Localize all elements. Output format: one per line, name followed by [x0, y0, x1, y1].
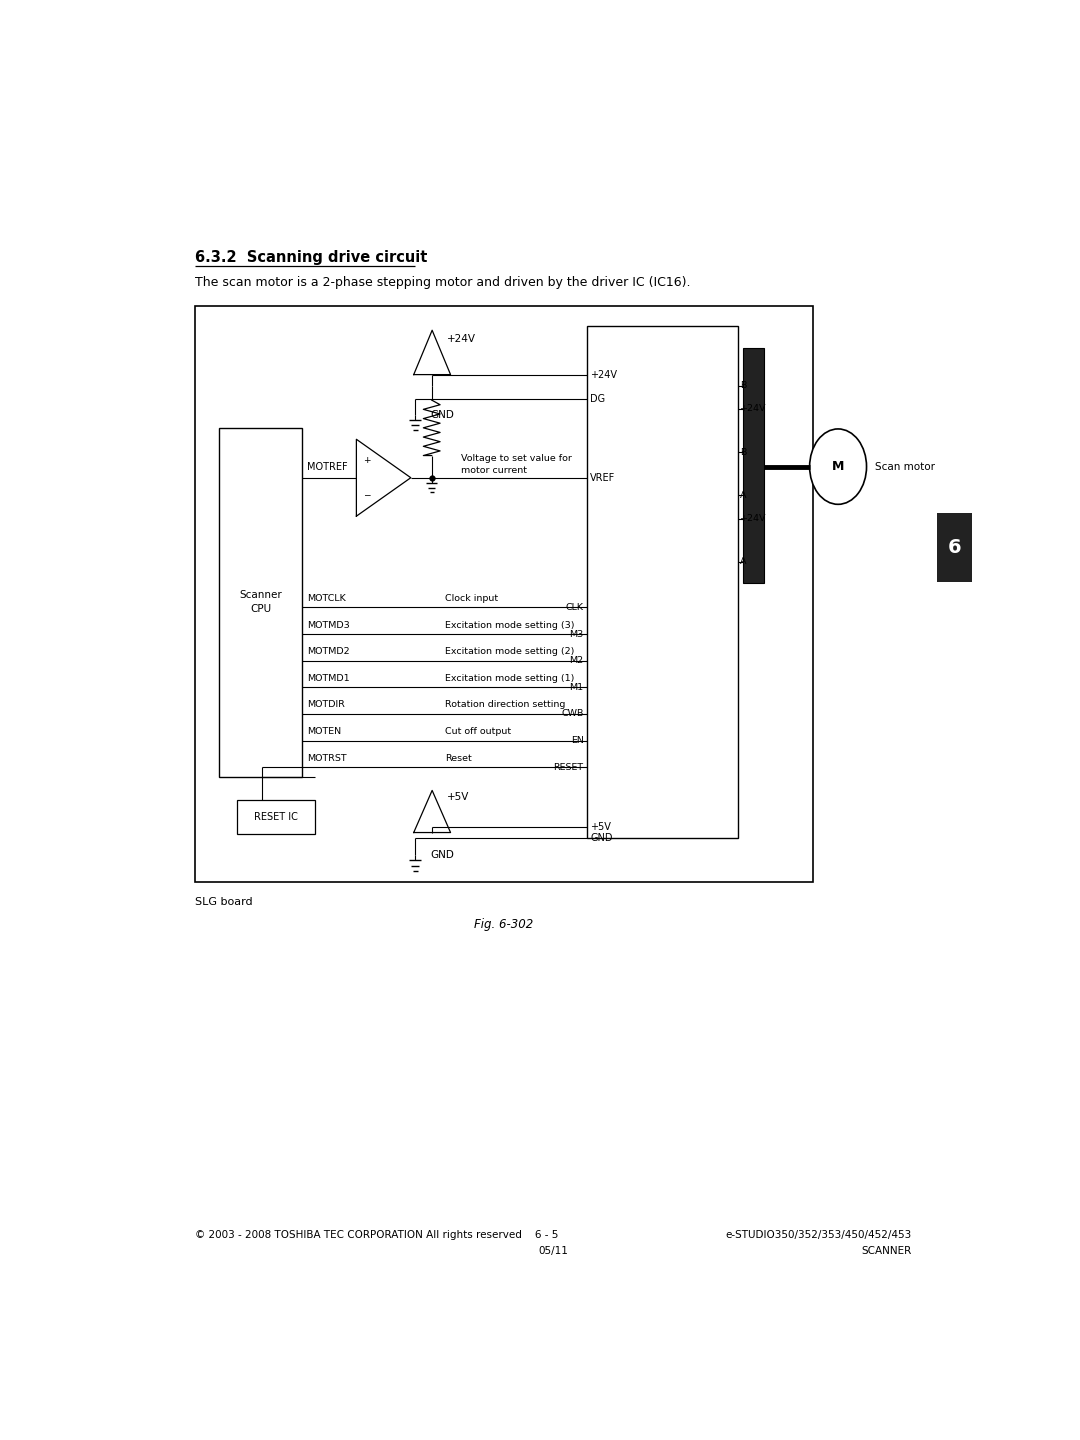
- Text: MOTRST: MOTRST: [308, 753, 347, 763]
- Text: GND: GND: [431, 850, 455, 860]
- Text: CLK: CLK: [566, 603, 583, 612]
- Text: M: M: [832, 461, 845, 474]
- Text: +24V: +24V: [591, 370, 618, 380]
- Text: SCANNER: SCANNER: [862, 1246, 912, 1256]
- Text: MOTMD1: MOTMD1: [308, 674, 350, 683]
- Text: VREF: VREF: [591, 472, 616, 482]
- Text: +24V: +24V: [740, 514, 767, 523]
- Text: 6.3.2  Scanning drive circuit: 6.3.2 Scanning drive circuit: [195, 249, 428, 265]
- Text: A: A: [740, 491, 746, 500]
- Text: +5V: +5V: [447, 792, 470, 802]
- Text: © 2003 - 2008 TOSHIBA TEC CORPORATION All rights reserved    6 - 5: © 2003 - 2008 TOSHIBA TEC CORPORATION Al…: [195, 1230, 558, 1240]
- Text: M2: M2: [569, 657, 583, 665]
- Text: CWB: CWB: [562, 710, 583, 719]
- Text: MOTREF: MOTREF: [308, 462, 348, 472]
- Text: Fig. 6-302: Fig. 6-302: [474, 919, 532, 932]
- Bar: [936, 513, 972, 582]
- Text: e-STUDIO350/352/353/450/452/453: e-STUDIO350/352/353/450/452/453: [726, 1230, 912, 1240]
- Text: Cut off output: Cut off output: [445, 727, 511, 736]
- Text: GND: GND: [591, 834, 612, 842]
- Text: MOTMD2: MOTMD2: [308, 647, 350, 657]
- Text: +5V: +5V: [591, 822, 611, 832]
- Text: Excitation mode setting (3): Excitation mode setting (3): [445, 621, 575, 629]
- Text: RESET IC: RESET IC: [254, 812, 298, 822]
- Text: MOTDIR: MOTDIR: [308, 700, 346, 710]
- Text: DG: DG: [591, 395, 606, 405]
- Text: M1: M1: [569, 683, 583, 691]
- Bar: [195, 305, 813, 883]
- Text: SLG board: SLG board: [195, 897, 253, 907]
- Text: A: A: [740, 557, 746, 566]
- Text: MOTEN: MOTEN: [308, 727, 341, 736]
- Text: RESET: RESET: [554, 763, 583, 772]
- Text: Rotation direction setting: Rotation direction setting: [445, 700, 565, 710]
- Text: EN: EN: [570, 736, 583, 744]
- Text: GND: GND: [431, 409, 455, 419]
- Text: B: B: [740, 448, 746, 456]
- Circle shape: [810, 429, 866, 504]
- Text: 6: 6: [947, 539, 961, 557]
- Bar: [588, 325, 738, 838]
- Text: Voltage to set value for
motor current: Voltage to set value for motor current: [461, 454, 572, 475]
- Text: MOTCLK: MOTCLK: [308, 595, 347, 603]
- Text: The scan motor is a 2-phase stepping motor and driven by the driver IC (IC16).: The scan motor is a 2-phase stepping mot…: [195, 276, 691, 289]
- Text: Clock input: Clock input: [445, 595, 498, 603]
- Text: B: B: [740, 382, 746, 390]
- Text: Excitation mode setting (1): Excitation mode setting (1): [445, 674, 575, 683]
- Text: Scanner
CPU: Scanner CPU: [239, 590, 282, 615]
- Text: M3: M3: [569, 629, 583, 638]
- Text: +: +: [363, 456, 370, 465]
- Text: Reset: Reset: [445, 753, 472, 763]
- Text: Excitation mode setting (2): Excitation mode setting (2): [445, 647, 575, 657]
- Bar: [238, 801, 315, 834]
- Text: +24V: +24V: [447, 334, 476, 344]
- Bar: [743, 348, 765, 583]
- Bar: [218, 428, 302, 778]
- Text: Scan motor: Scan motor: [875, 462, 935, 472]
- Text: 05/11: 05/11: [539, 1246, 568, 1256]
- Text: MOTMD3: MOTMD3: [308, 621, 350, 629]
- Text: +24V: +24V: [740, 405, 767, 413]
- Text: −: −: [363, 491, 370, 500]
